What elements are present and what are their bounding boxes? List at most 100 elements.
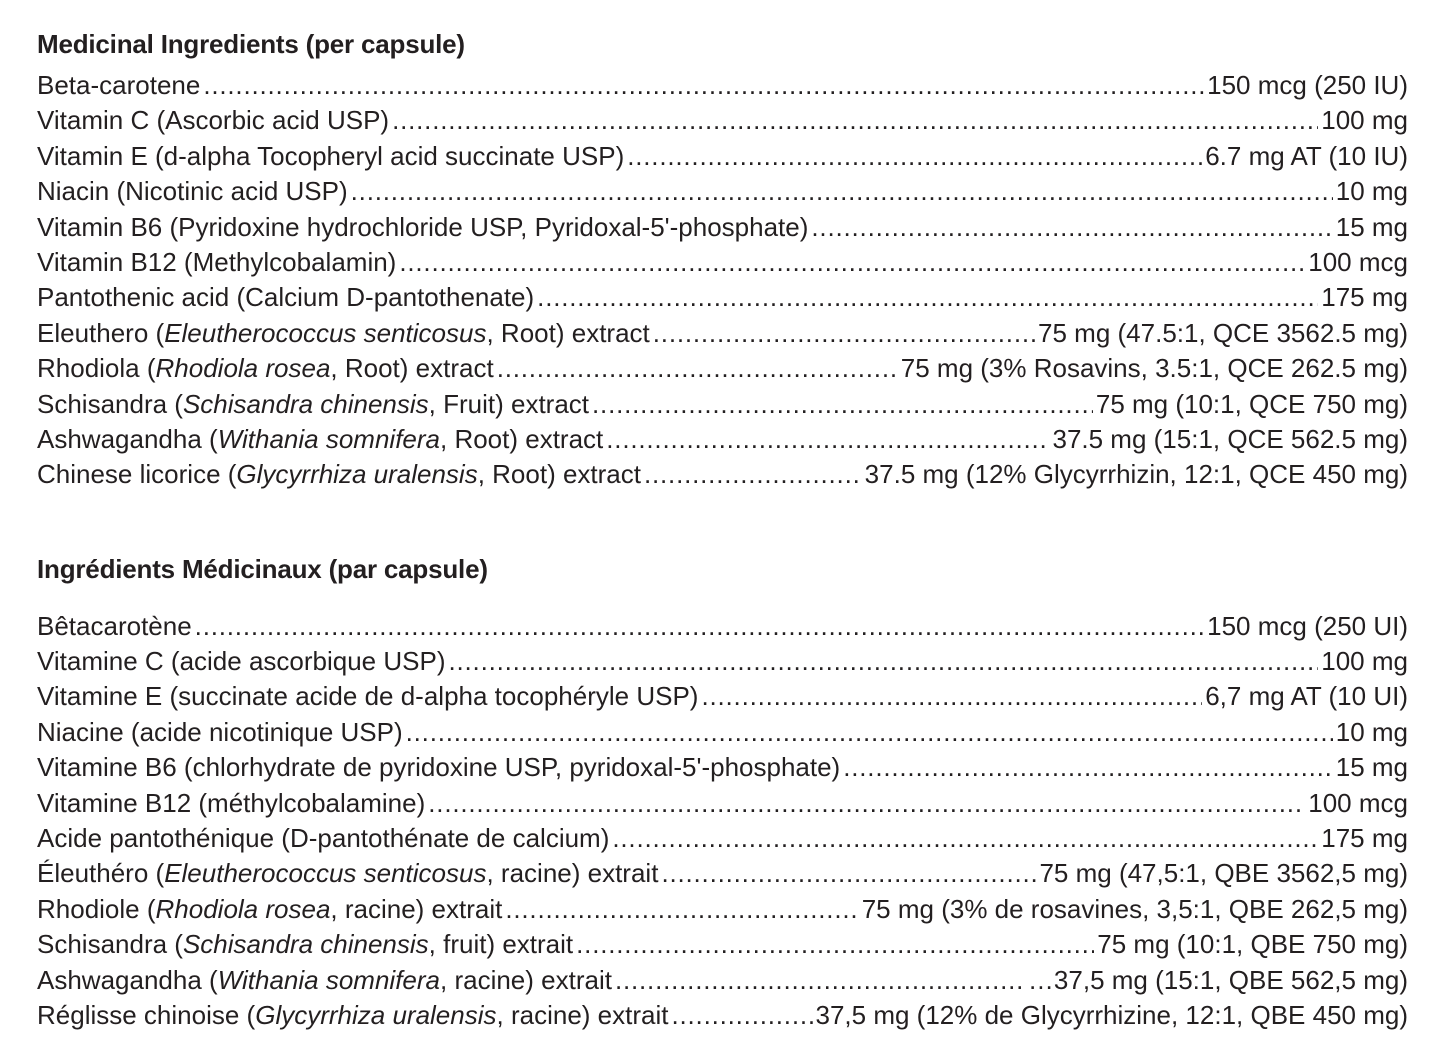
dot-leader — [671, 998, 812, 1033]
dot-leader — [497, 351, 898, 386]
ingredient-name: Ashwagandha (Withania somnifera, Root) e… — [37, 423, 604, 454]
dot-leader — [195, 609, 1204, 644]
ingredient-list-fr: Bêtacarotène 150 mcg (250 UI) Vitamine C… — [37, 609, 1408, 1034]
dot-leader — [615, 963, 1025, 998]
ingredient-amount: 10 mg — [1335, 716, 1408, 747]
ingredient-row: Niacine (acide nicotinique USP) 10 mg — [37, 715, 1408, 750]
ingredient-row: Beta-carotene 150 mcg (250 IU) — [37, 68, 1408, 103]
ingredient-amount: 175 mg — [1321, 823, 1408, 854]
ingredient-row: Vitamin B6 (Pyridoxine hydrochloride USP… — [37, 210, 1408, 245]
ingredient-row: Vitamine B12 (méthylcobalamine) 100 mcg — [37, 786, 1408, 821]
dot-leader — [606, 422, 1049, 457]
ingredient-amount: 100 mcg — [1308, 246, 1408, 277]
ingredient-row: Vitamin B12 (Methylcobalamin) 100 mcg — [37, 245, 1408, 280]
dot-leader — [203, 68, 1204, 103]
ingredient-name: Bêtacarotène — [37, 610, 192, 641]
ingredient-amount: 75 mg (3% Rosavins, 3.5:1, QCE 262.5 mg) — [900, 353, 1408, 384]
dot-leader — [351, 174, 1333, 209]
ingredient-amount: 15 mg — [1335, 752, 1408, 783]
dot-leader — [592, 387, 1093, 422]
dot-leader — [701, 679, 1202, 714]
section-medicinal-ingredients-en: Medicinal Ingredients (per capsule) Beta… — [37, 26, 1408, 493]
ingredient-name: Vitamine B6 (chlorhydrate de pyridoxine … — [37, 752, 841, 783]
dot-leader — [843, 750, 1333, 785]
dot-leader — [537, 280, 1318, 315]
ingredient-name: Vitamin B6 (Pyridoxine hydrochloride USP… — [37, 211, 809, 242]
section-title-en: Medicinal Ingredients (per capsule) — [37, 29, 465, 59]
latin-name: Eleutherococcus senticosus — [164, 317, 487, 348]
ingredient-row: Eleuthero (Eleutherococcus senticosus, R… — [37, 316, 1408, 351]
latin-name: Glycyrrhiza uralensis — [236, 459, 478, 490]
ingredient-row: Bêtacarotène 150 mcg (250 UI) — [37, 609, 1408, 644]
dot-leader — [627, 139, 1202, 174]
ingredient-amount: 75 mg (47,5:1, QBE 3562,5 mg) — [1039, 858, 1408, 889]
ingredient-row: Réglisse chinoise (Glycyrrhiza uralensis… — [37, 998, 1408, 1033]
ingredient-name: Rhodiole (Rhodiola rosea, racine) extrai… — [37, 893, 503, 924]
section-medicinal-ingredients-fr: Ingrédients Médicinaux (par capsule) Bêt… — [37, 551, 1408, 1034]
ingredient-row: Vitamine E (succinate acide de d-alpha t… — [37, 679, 1408, 714]
ingredient-row: Vitamin E (d-alpha Tocopheryl acid succi… — [37, 139, 1408, 174]
ingredient-amount: 100 mcg — [1308, 787, 1408, 818]
ingredient-row: Schisandra (Schisandra chinensis, fruit)… — [37, 927, 1408, 962]
ingredient-name: Beta-carotene — [37, 70, 201, 100]
ingredient-row: Ashwagandha (Withania somnifera, Root) e… — [37, 422, 1408, 457]
ingredient-amount: 75 mg (10:1, QCE 750 mg) — [1095, 388, 1408, 419]
ingredient-row: Éleuthéro (Eleutherococcus senticosus, r… — [37, 856, 1408, 891]
latin-name: Schisandra chinensis — [182, 388, 429, 419]
dot-leader — [399, 245, 1305, 280]
ingredient-amount: 10 mg — [1335, 176, 1408, 207]
ingredient-name: Éleuthéro (Eleutherococcus senticosus, r… — [37, 858, 659, 889]
ingredient-name: Ashwagandha (Withania somnifera, racine)… — [37, 964, 612, 995]
ingredient-row: Schisandra (Schisandra chinensis, Fruit)… — [37, 387, 1408, 422]
ingredient-name: Vitamin B12 (Methylcobalamin) — [37, 246, 397, 277]
ingredient-name: Niacin (Nicotinic acid USP) — [37, 176, 348, 207]
ingredient-row: Rhodiole (Rhodiola rosea, racine) extrai… — [37, 892, 1408, 927]
section-title-fr: Ingrédients Médicinaux (par capsule) — [37, 553, 488, 584]
ingredient-amount: 75 mg (10:1, QBE 750 mg) — [1097, 929, 1408, 960]
ingredient-amount: 6,7 mg AT (10 UI) — [1205, 681, 1408, 712]
dot-leader — [653, 316, 1035, 351]
ingredient-row: Chinese licorice (Glycyrrhiza uralensis,… — [37, 457, 1408, 492]
ingredient-name: Schisandra (Schisandra chinensis, Fruit)… — [37, 388, 590, 419]
ingredient-name: Vitamine C (acide ascorbique USP) — [37, 646, 446, 677]
ingredient-name: Vitamin E (d-alpha Tocopheryl acid succi… — [37, 140, 625, 171]
ingredient-name: Acide pantothénique (D-pantothénate de c… — [37, 823, 610, 854]
ingredient-row: Ashwagandha (Withania somnifera, racine)… — [37, 963, 1408, 998]
dot-leader — [811, 210, 1332, 245]
ingredient-amount: …37,5 mg (15:1, QBE 562,5 mg) — [1027, 964, 1408, 995]
ingredient-amount: 6.7 mg AT (10 IU) — [1205, 140, 1408, 171]
dot-leader — [392, 103, 1318, 138]
dot-leader — [505, 892, 858, 927]
ingredient-row: Pantothenic acid (Calcium D-pantothenate… — [37, 280, 1408, 315]
ingredient-name: Vitamine B12 (méthylcobalamine) — [37, 787, 426, 818]
latin-name: Rhodiola rosea — [155, 893, 331, 924]
ingredient-amount: 100 mg — [1321, 105, 1408, 136]
ingredient-amount: 37.5 mg (15:1, QCE 562.5 mg) — [1052, 423, 1408, 454]
ingredient-amount: 37.5 mg (12% Glycyrrhizin, 12:1, QCE 450… — [864, 459, 1408, 490]
dot-leader — [612, 821, 1318, 856]
ingredient-row: Niacin (Nicotinic acid USP) 10 mg — [37, 174, 1408, 209]
latin-name: Rhodiola rosea — [155, 353, 331, 384]
dot-leader — [644, 457, 862, 492]
latin-name: Withania somnifera — [217, 964, 440, 995]
latin-name: Schisandra chinensis — [182, 929, 429, 960]
ingredient-name: Réglisse chinoise (Glycyrrhiza uralensis… — [37, 999, 669, 1030]
ingredient-amount: 150 mcg (250 UI) — [1207, 610, 1408, 641]
ingredient-row: Rhodiola (Rhodiola rosea, Root) extract … — [37, 351, 1408, 386]
ingredient-amount: 75 mg (47.5:1, QCE 3562.5 mg) — [1038, 317, 1408, 348]
dot-leader — [448, 644, 1318, 679]
dot-leader — [661, 856, 1036, 891]
ingredient-amount: 75 mg (3% de rosavines, 3,5:1, QBE 262,5… — [861, 893, 1408, 924]
ingredient-list-en: Beta-carotene 150 mcg (250 IU) Vitamin C… — [37, 68, 1408, 493]
ingredient-name: Eleuthero (Eleutherococcus senticosus, R… — [37, 317, 650, 348]
ingredient-name: Schisandra (Schisandra chinensis, fruit)… — [37, 929, 574, 960]
ingredient-amount: 175 mg — [1321, 282, 1408, 313]
ingredient-amount: 150 mcg (250 IU) — [1207, 70, 1408, 100]
dot-leader — [576, 927, 1094, 962]
latin-name: Glycyrrhiza uralensis — [255, 999, 497, 1030]
ingredient-row: Vitamin C (Ascorbic acid USP) 100 mg — [37, 103, 1408, 138]
dot-leader — [428, 786, 1305, 821]
ingredient-name: Chinese licorice (Glycyrrhiza uralensis,… — [37, 459, 641, 490]
